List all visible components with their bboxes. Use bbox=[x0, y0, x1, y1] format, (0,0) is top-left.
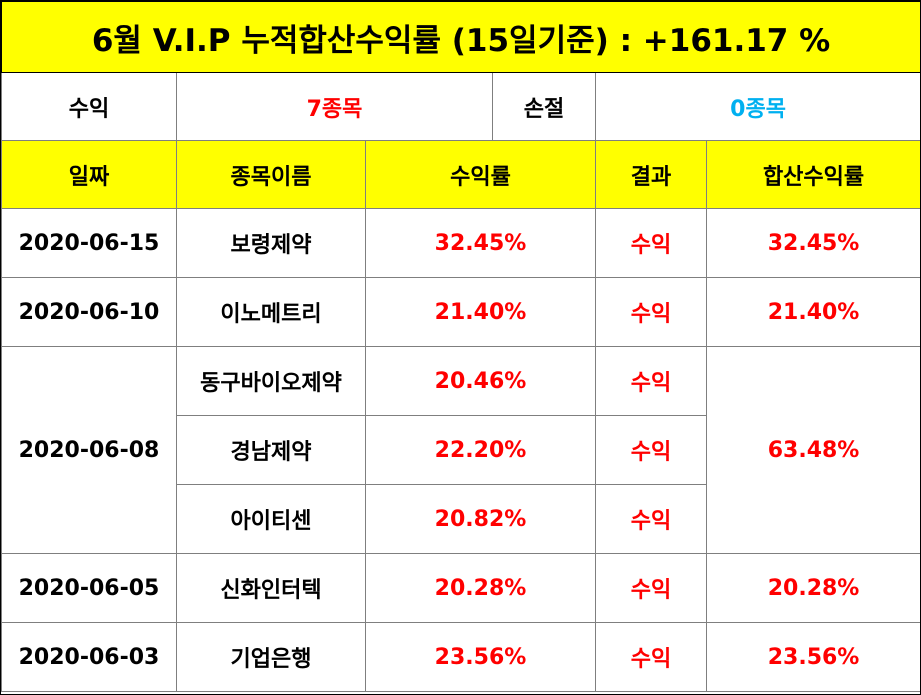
column-header-result: 결과 bbox=[595, 140, 707, 209]
row-stock-name: 동구바이오제약 bbox=[176, 346, 366, 416]
row-return: 20.82% bbox=[365, 484, 596, 554]
column-header-name: 종목이름 bbox=[176, 140, 366, 209]
row-date: 2020-06-03 bbox=[1, 622, 177, 692]
row-stock-name: 보령제약 bbox=[176, 208, 366, 278]
row-result: 수익 bbox=[595, 415, 707, 485]
row-result: 수익 bbox=[595, 208, 707, 278]
summary-row: 수익 7종목 손절 0종목 bbox=[1, 72, 921, 141]
row-stock-name: 이노메트리 bbox=[176, 277, 366, 347]
table-row: 경남제약 22.20% 수익 bbox=[2, 415, 921, 485]
table-row: 2020-06-05 신화인터텍 20.28% 수익 20.28% bbox=[1, 553, 921, 623]
row-result: 수익 bbox=[595, 553, 707, 623]
table-row: 2020-06-10 이노메트리 21.40% 수익 21.40% bbox=[1, 277, 921, 347]
row-stock-name: 기업은행 bbox=[176, 622, 366, 692]
table-row: 2020-06-03 기업은행 23.56% 수익 23.56% bbox=[1, 622, 921, 692]
row-date: 2020-06-08 bbox=[1, 346, 177, 554]
row-result: 수익 bbox=[595, 346, 707, 416]
row-return: 21.40% bbox=[365, 277, 596, 347]
row-result: 수익 bbox=[595, 622, 707, 692]
row-date: 2020-06-05 bbox=[1, 553, 177, 623]
profit-label: 수익 bbox=[1, 72, 177, 141]
row-return: 20.28% bbox=[365, 553, 596, 623]
row-stock-name: 신화인터텍 bbox=[176, 553, 366, 623]
row-stock-name: 경남제약 bbox=[176, 415, 366, 485]
row-total-return: 20.28% bbox=[705, 553, 921, 623]
row-date: 2020-06-15 bbox=[1, 208, 177, 278]
row-date: 2020-06-10 bbox=[1, 277, 177, 347]
table-row: 2020-06-08 동구바이오제약 20.46% 수익 63.48% bbox=[1, 346, 921, 554]
row-return: 23.56% bbox=[365, 622, 596, 692]
row-stock-name: 아이티센 bbox=[176, 484, 366, 554]
row-return: 32.45% bbox=[365, 208, 596, 278]
row-total-return: 32.45% bbox=[705, 208, 921, 278]
column-header-date: 일짜 bbox=[1, 140, 177, 209]
row-total-return: 21.40% bbox=[705, 277, 921, 347]
row-total-return: 63.48% bbox=[705, 346, 921, 554]
page-title: 6월 V.I.P 누적합산수익률 (15일기준) : +161.17 % bbox=[0, 1, 921, 73]
profit-count: 7종목 bbox=[176, 72, 493, 141]
table-row: 2020-06-15 보령제약 32.45% 수익 32.45% bbox=[1, 208, 921, 278]
row-result: 수익 bbox=[595, 277, 707, 347]
column-header-return: 수익률 bbox=[365, 140, 596, 209]
row-result: 수익 bbox=[595, 484, 707, 554]
row-return: 20.46% bbox=[365, 346, 596, 416]
header-row: 일짜 종목이름 수익률 결과 합산수익률 bbox=[1, 140, 921, 209]
row-return: 22.20% bbox=[365, 415, 596, 485]
row-total-return: 23.56% bbox=[705, 622, 921, 692]
loss-label: 손절 bbox=[492, 72, 596, 141]
column-header-total: 합산수익률 bbox=[705, 140, 921, 209]
loss-count: 0종목 bbox=[594, 72, 921, 141]
